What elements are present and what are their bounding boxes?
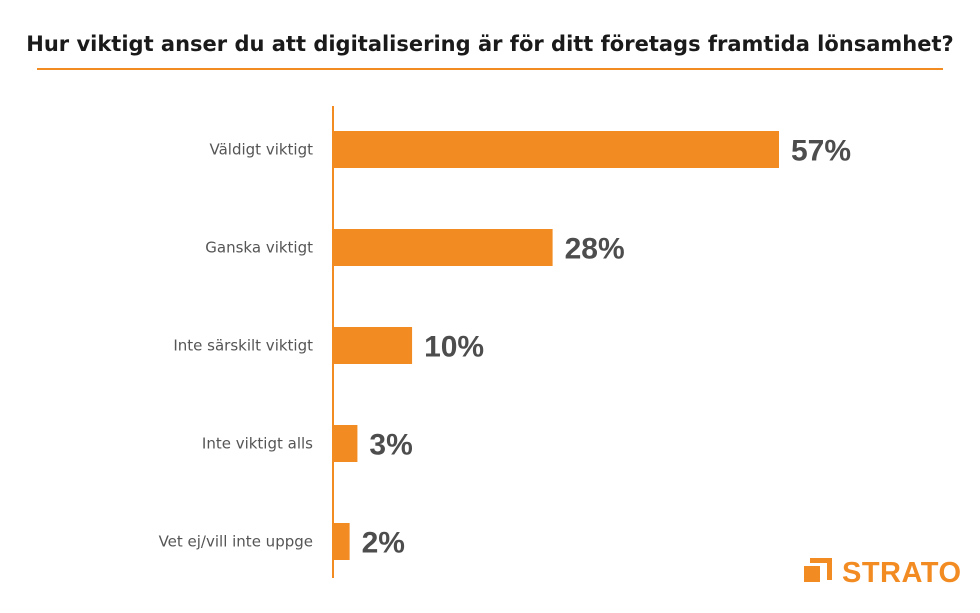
logo-text: STRATO bbox=[842, 556, 962, 589]
value-label-4: 2% bbox=[362, 527, 405, 560]
category-label-3: Inte viktigt alls bbox=[202, 435, 313, 453]
category-label-1: Ganska viktigt bbox=[205, 239, 313, 257]
title-divider bbox=[37, 68, 943, 70]
bar-1 bbox=[334, 229, 553, 266]
value-label-3: 3% bbox=[369, 429, 412, 462]
strato-logo-icon bbox=[804, 558, 834, 588]
chart-title: Hur viktigt anser du att digitalisering … bbox=[26, 32, 954, 56]
value-label-0: 57% bbox=[791, 135, 851, 168]
bar-4 bbox=[334, 523, 350, 560]
value-label-1: 28% bbox=[565, 233, 625, 266]
category-label-0: Väldigt viktigt bbox=[210, 141, 314, 159]
bar-0 bbox=[334, 131, 779, 168]
bar-3 bbox=[334, 425, 358, 462]
category-label-2: Inte särskilt viktigt bbox=[173, 337, 313, 355]
strato-logo: STRATO bbox=[804, 556, 962, 590]
bar-2 bbox=[334, 327, 413, 364]
category-label-4: Vet ej/vill inte uppge bbox=[159, 533, 313, 551]
value-label-2: 10% bbox=[424, 331, 484, 364]
